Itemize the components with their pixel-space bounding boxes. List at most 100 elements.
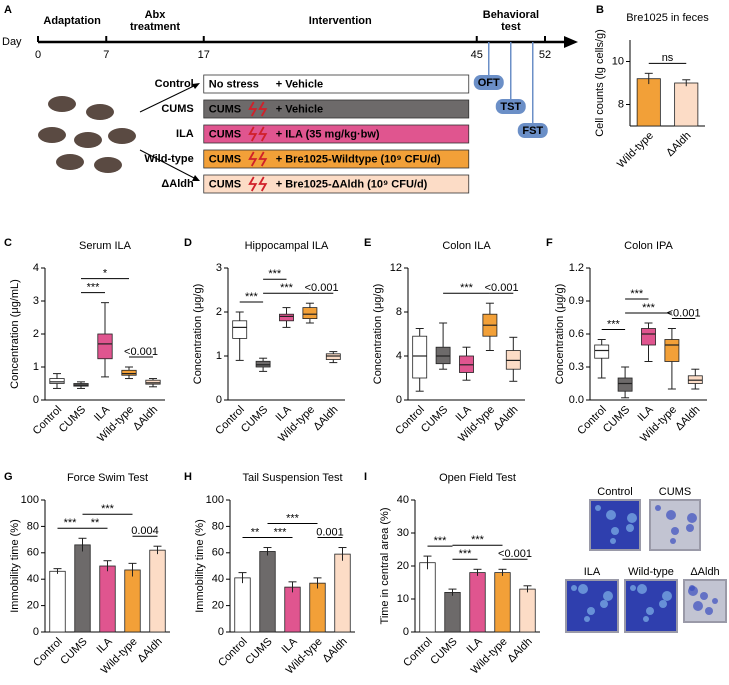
y-tick-label: 12 — [390, 262, 402, 274]
x-tick-label: Control — [401, 636, 435, 670]
track-blob — [600, 600, 608, 608]
y-tick-label: 0.3 — [569, 361, 584, 373]
bar — [419, 562, 436, 633]
group-treatment: + Vehicle — [276, 103, 323, 115]
box — [325, 353, 341, 360]
bar — [636, 78, 661, 127]
panel-letter: B — [596, 4, 604, 16]
chart-panel: I Open Field Test Time in central area (%)… — [364, 471, 540, 677]
day-label: 17 — [198, 49, 210, 61]
x-tick-label: Control — [216, 636, 250, 670]
x-tick-label: CUMS — [57, 404, 88, 435]
y-tick-label: 30 — [397, 527, 409, 539]
bar — [149, 549, 166, 633]
track-blob — [662, 591, 672, 601]
panel-letter: E — [364, 237, 371, 249]
y-tick-label: 1.2 — [569, 262, 584, 274]
test-pill — [517, 123, 548, 138]
group-name: Control — [155, 78, 194, 90]
x-tick-label: ΔAldh — [320, 636, 349, 665]
arrow — [139, 83, 199, 113]
x-tick-label: ΔAldh — [135, 636, 164, 665]
axis-label: Day — [2, 36, 22, 48]
bar — [444, 592, 461, 633]
significance-label: ** — [251, 526, 260, 538]
y-tick-label: 4 — [396, 350, 402, 362]
box — [594, 344, 610, 359]
significance-label: *** — [642, 302, 656, 314]
image-label: CUMS — [659, 486, 691, 498]
track-blob — [637, 584, 647, 594]
significance-label: *** — [64, 517, 78, 529]
track-blob — [687, 513, 697, 523]
arrow — [139, 149, 199, 181]
bar — [124, 569, 141, 633]
track-blob — [587, 607, 595, 615]
y-tick-label: 20 — [397, 560, 409, 572]
lightning-icon — [248, 151, 258, 167]
box — [664, 339, 680, 362]
x-tick-label: Control — [575, 404, 609, 438]
track-blob — [571, 585, 577, 591]
significance-label: <0.001 — [305, 282, 339, 294]
panel-letter: H — [184, 471, 192, 483]
image-label: Control — [597, 486, 632, 498]
panel-letter: G — [4, 471, 13, 483]
group-bar — [203, 124, 470, 144]
lightning-icon — [258, 176, 268, 192]
track-blob — [646, 607, 654, 615]
arrow-head — [192, 175, 200, 181]
track-blob — [603, 591, 613, 601]
y-tick-label: 80 — [212, 520, 224, 532]
mice-illustration — [38, 96, 136, 173]
y-tick-label: 20 — [212, 600, 224, 612]
y-tick-label: 8 — [618, 98, 624, 110]
bar — [309, 582, 326, 633]
chart-title: Colon ILA — [442, 240, 491, 252]
phase-label: Intervention — [309, 15, 372, 27]
track-blob — [693, 601, 703, 611]
chart-title: Hippocampal ILA — [245, 240, 329, 252]
text-line: test — [501, 21, 521, 33]
y-tick-label: 0.0 — [569, 394, 584, 406]
y-tick-label: 0 — [403, 626, 409, 638]
group-name: ΔAldh — [161, 178, 194, 190]
track-blob — [627, 513, 637, 523]
lightning-icon — [258, 151, 268, 167]
lightning-icon — [258, 101, 268, 117]
mouse — [94, 157, 122, 173]
x-tick-label: Wild-type — [615, 130, 656, 171]
track-blob — [655, 505, 661, 511]
group-treatment: + Vehicle — [276, 78, 323, 90]
chart-panel: D Hippocampal ILA Concentration (μg/g) 0 1 2 3… — [184, 237, 345, 445]
box — [97, 333, 113, 360]
image-label: ILA — [584, 566, 601, 578]
group-treatment: + Bre1025-Wildtype (10⁹ CFU/d) — [276, 153, 441, 165]
track-blob — [630, 585, 636, 591]
y-tick-label: 40 — [397, 494, 409, 506]
chart-panel: C Serum ILA Concentration (μg/mL) 0 1 2 3 4 Cont… — [4, 237, 165, 445]
day-label: 45 — [471, 49, 483, 61]
track-blob — [700, 592, 708, 600]
day-label: 7 — [103, 49, 109, 61]
track-blob — [606, 510, 616, 520]
y-axis-label: Concentration (μg/g) — [372, 284, 384, 385]
chart-title: Colon IPA — [624, 240, 673, 252]
x-tick-label: Control — [393, 404, 427, 438]
panel-letter: C — [4, 237, 12, 249]
phase-label: Behavioral test — [483, 9, 539, 33]
chart-title: Serum ILA — [79, 240, 132, 252]
significance-label: *** — [630, 288, 644, 300]
bar — [334, 553, 351, 633]
y-tick-label: 2 — [33, 328, 39, 340]
box — [412, 335, 428, 379]
box — [617, 377, 633, 392]
bar — [49, 570, 66, 633]
chart-title: Bre1025 in feces — [626, 12, 709, 24]
track-blob — [626, 524, 634, 532]
significance-label: *** — [274, 526, 288, 538]
x-tick-label: CUMS — [428, 636, 459, 667]
test-label: FST — [522, 125, 543, 137]
significance-label: *** — [460, 282, 474, 294]
